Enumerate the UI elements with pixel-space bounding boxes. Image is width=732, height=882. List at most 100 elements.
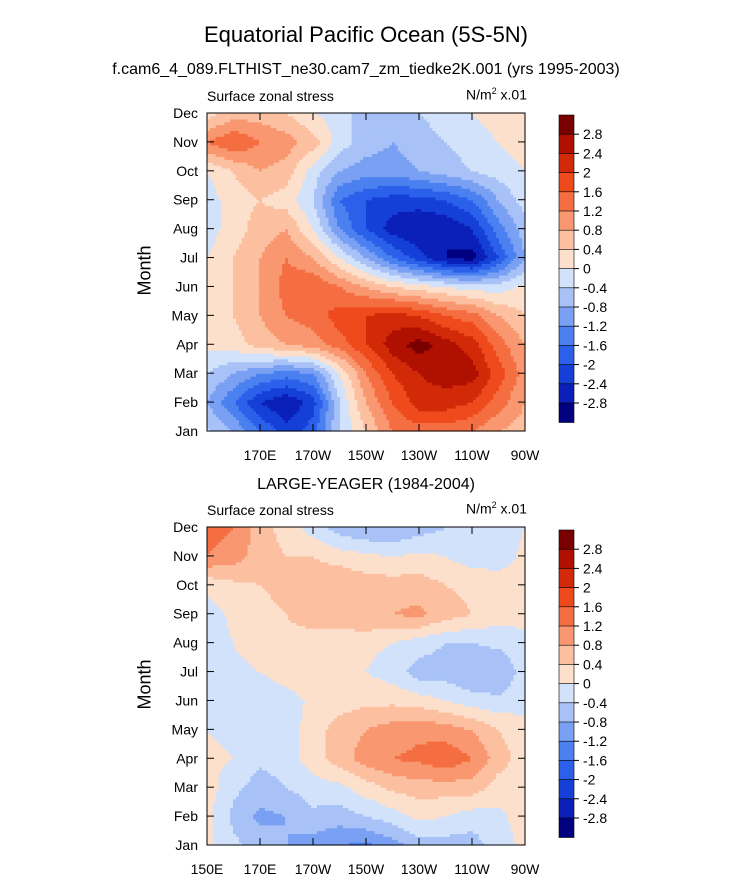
contour-cell [510,364,515,368]
contour-cell [432,370,436,374]
contour-cell [371,402,376,406]
contour-cell [501,402,506,406]
contour-cell [377,367,382,371]
contour-cell [238,370,243,374]
contour-cell [423,399,428,403]
contour-cell [461,387,465,392]
contour-cell [261,407,266,412]
contour-cell [221,387,225,392]
contour-cell [409,350,413,354]
contour-cell [339,410,344,415]
contour-cell [261,352,266,357]
contour-cell [311,367,315,371]
contour-cell [394,370,399,374]
contour-cell [498,422,503,426]
contour-cell [331,404,335,409]
contour-cell [339,358,344,363]
contour-cell [420,413,425,418]
contour-cell [374,422,379,426]
contour-cell [227,350,231,354]
contour-cell [287,344,292,348]
contour-cell [513,367,517,371]
contour-cell [322,399,327,403]
contour-cell [363,393,367,397]
contour-cell [351,384,356,389]
contour-cell [374,410,379,415]
contour-cell [224,387,228,392]
contour-cell [470,367,474,371]
contour-cell [241,376,246,380]
contour-cell [418,364,422,368]
contour-cell [308,384,312,389]
contour-cell [360,367,364,371]
contour-cell [446,407,451,412]
contour-cell [383,419,387,423]
contour-cell [513,378,517,383]
contour-cell [331,407,335,412]
contour-cell [429,422,434,426]
contour-cell [426,416,431,421]
contour-cell [311,410,315,415]
contour-cell [510,419,515,423]
contour-cell [360,390,364,395]
contour-cell [516,352,520,357]
contour-cell [475,367,480,371]
contour-cell [467,422,471,426]
contour-cell [389,425,393,429]
contour-cell [325,370,330,374]
contour-cell [241,364,246,368]
contour-cell [470,358,474,363]
contour-cell [386,396,390,400]
contour-cell [386,419,390,423]
contour-cell [290,387,295,392]
contour-cell [325,396,330,400]
contour-cell [218,428,223,432]
contour-cell [290,399,295,403]
contour-cell [299,381,303,386]
contour-cell [238,413,243,418]
contour-cell [218,350,223,354]
contour-cell [458,347,462,351]
contour-cell [449,419,454,423]
contour-cell [221,402,225,406]
contour-cell [308,407,312,412]
contour-cell [516,367,520,371]
contour-cell [331,344,335,348]
contour-cell [389,393,393,397]
contour-cell [438,344,442,348]
contour-cell [290,419,295,423]
contour-cell [261,344,266,348]
contour-cell [311,407,315,412]
contour-cell [366,399,370,403]
contour-cell [218,347,223,351]
contour-cell [334,358,338,363]
contour-cell [267,387,272,392]
contour-cell [235,387,240,392]
contour-cell [331,425,335,429]
contour-cell [420,344,425,348]
contour-cell [420,407,425,412]
contour-cell [334,381,338,386]
contour-cell [490,381,494,386]
contour-cell [215,347,220,351]
contour-cell [285,390,289,395]
contour-cell [415,390,419,395]
contour-cell [270,355,275,360]
contour-cell [484,370,489,374]
contour-cell [296,393,301,397]
contour-cell [285,370,289,374]
contour-cell [337,370,341,374]
contour-cell [478,393,483,397]
contour-cell [299,378,303,383]
contour-cell [293,361,298,366]
contour-cell [313,381,318,386]
contour-cell [285,396,289,400]
contour-cell [470,361,474,366]
contour-cell [337,381,341,386]
contour-cell [342,413,347,418]
contour-cell [276,376,280,380]
contour-cell [374,396,379,400]
panel2-unit-text: N/m [466,501,492,517]
contour-cell [218,373,223,377]
contour-cell [438,428,442,432]
